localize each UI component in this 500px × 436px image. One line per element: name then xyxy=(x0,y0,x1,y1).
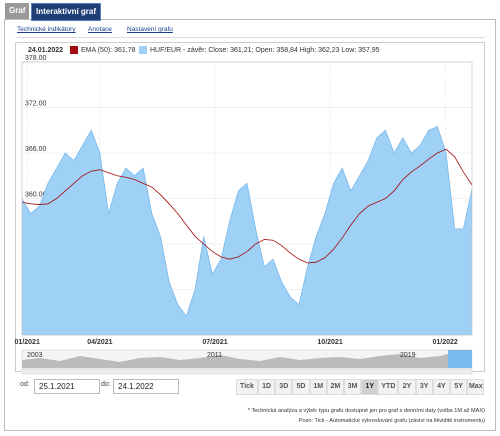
footnote: Pozn: Tick - Automatické vykreslování gr… xyxy=(298,418,485,424)
x-tick-label: 10/2021 xyxy=(317,339,342,346)
line xyxy=(21,148,473,264)
legend-swatch xyxy=(139,46,147,54)
y-tick-label: 372.00 xyxy=(25,100,47,107)
range-button[interactable]: 5D xyxy=(292,379,310,395)
y-tick-label: 378.00 xyxy=(25,55,47,62)
date-to-label: do: xyxy=(101,381,111,388)
range-button[interactable]: YTD xyxy=(378,379,399,395)
tab[interactable]: Graf xyxy=(5,3,30,19)
range-button[interactable]: 2M xyxy=(326,379,344,395)
x-tick-label: 07/2021 xyxy=(202,339,227,346)
range-button[interactable]: 1Y xyxy=(361,379,379,395)
legend-label: HUF/EUR - závěr: Close: 361,21; Open: 35… xyxy=(150,47,380,54)
legend-date: 24.01.2022 xyxy=(28,47,63,54)
range-button[interactable]: 3M xyxy=(344,379,362,395)
scrollbar[interactable] xyxy=(21,368,473,375)
y-tick-label: 366.00 xyxy=(25,146,47,153)
toolbar-link[interactable]: Anotace xyxy=(88,26,112,33)
range-button[interactable]: 2Y xyxy=(398,379,416,395)
y-tick-label: 360.00 xyxy=(25,191,47,198)
range-button[interactable]: Max xyxy=(467,379,485,395)
toolbar-link[interactable]: Nastavení grafu xyxy=(127,26,173,33)
tab-active[interactable]: Interaktivní graf xyxy=(31,3,102,21)
toolbar-link[interactable]: Technické indikátory xyxy=(17,26,76,33)
range-button[interactable]: 4Y xyxy=(432,379,450,395)
navigator-label: 2019 xyxy=(400,352,416,359)
range-button[interactable]: 3D xyxy=(275,379,293,395)
range-button[interactable]: Tick xyxy=(236,379,258,395)
range-button[interactable]: 5Y xyxy=(450,379,468,395)
range-button[interactable]: 3Y xyxy=(415,379,433,395)
date-to-input[interactable]: 24.1.2022 xyxy=(113,379,179,394)
area xyxy=(22,126,472,335)
footnote: * Technická analýza a výběr typu grafu d… xyxy=(247,408,485,414)
x-tick-label: 01/2022 xyxy=(433,339,458,346)
range-button[interactable]: 1M xyxy=(309,379,327,395)
navigator-selection[interactable] xyxy=(448,350,472,368)
frame xyxy=(4,19,496,431)
legend-swatch xyxy=(70,46,78,54)
navigator-label: 2003 xyxy=(27,352,43,359)
x-tick-label: 04/2021 xyxy=(87,339,112,346)
date-from-input[interactable]: 25.1.2021 xyxy=(34,379,100,394)
navigator-label: 2011 xyxy=(207,352,222,359)
x-tick-label: 01/2021 xyxy=(15,339,40,346)
legend-label: EMA (50): 361,78 xyxy=(81,47,136,54)
date-from-label: od: xyxy=(20,381,30,388)
range-button[interactable]: 1D xyxy=(258,379,276,395)
navigator-area xyxy=(22,354,448,368)
plot-border xyxy=(21,61,473,336)
divider xyxy=(15,37,485,38)
area-line xyxy=(21,125,473,317)
